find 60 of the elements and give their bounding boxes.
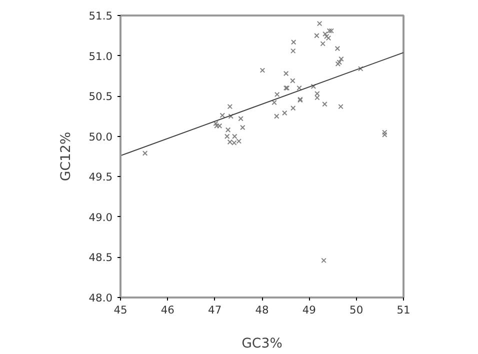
point [314,33,320,38]
point [382,132,388,138]
point [213,120,218,126]
y-tick-label: 49.0 [88,210,113,224]
point [274,114,280,119]
x-tick-label: 50 [350,304,364,316]
x-tick-label: 49 [302,304,316,316]
point [142,150,148,156]
point [290,106,296,111]
y-tick-label: 51.5 [88,10,113,22]
point [228,114,234,119]
point [214,123,220,129]
point [216,123,222,129]
x-tick-label: 51 [396,304,410,316]
x-tick-label: 48 [255,304,269,316]
x-axis-title: GC3% [242,336,282,352]
point [227,139,233,145]
point [290,48,296,54]
point [316,20,322,26]
y-tick-label: 49.5 [88,170,113,184]
point [322,102,328,107]
point [283,70,289,76]
point [328,28,334,34]
point [282,110,288,116]
point [310,84,316,90]
point [322,31,328,37]
point [290,39,296,45]
y-tick-label: 48.0 [88,292,113,304]
y-tick-label: 51.0 [88,50,113,63]
y-tick-label: 50.0 [88,130,113,144]
point [314,91,320,96]
point [272,100,277,106]
point [320,41,326,46]
y-tick-label: 48.5 [88,251,113,264]
point [225,127,231,133]
point [232,134,238,139]
point [224,134,230,139]
point [334,46,340,52]
point [314,95,320,100]
point [338,56,344,62]
point [358,66,364,72]
y-axis-title: GC12% [58,132,74,182]
point [382,130,388,135]
point [324,34,330,40]
point [321,258,326,264]
point [260,68,266,73]
point [274,92,280,98]
point [326,28,332,34]
y-tick-label: 50.5 [88,90,113,104]
x-tick-label: 46 [160,304,175,316]
point [240,124,246,130]
point [227,104,233,110]
x-tick-label: 45 [114,304,128,316]
point [290,78,296,84]
point [326,35,332,41]
point [338,104,344,110]
x-tick-label: 47 [208,304,222,316]
point [220,112,225,118]
point [238,116,244,122]
point [296,85,302,91]
